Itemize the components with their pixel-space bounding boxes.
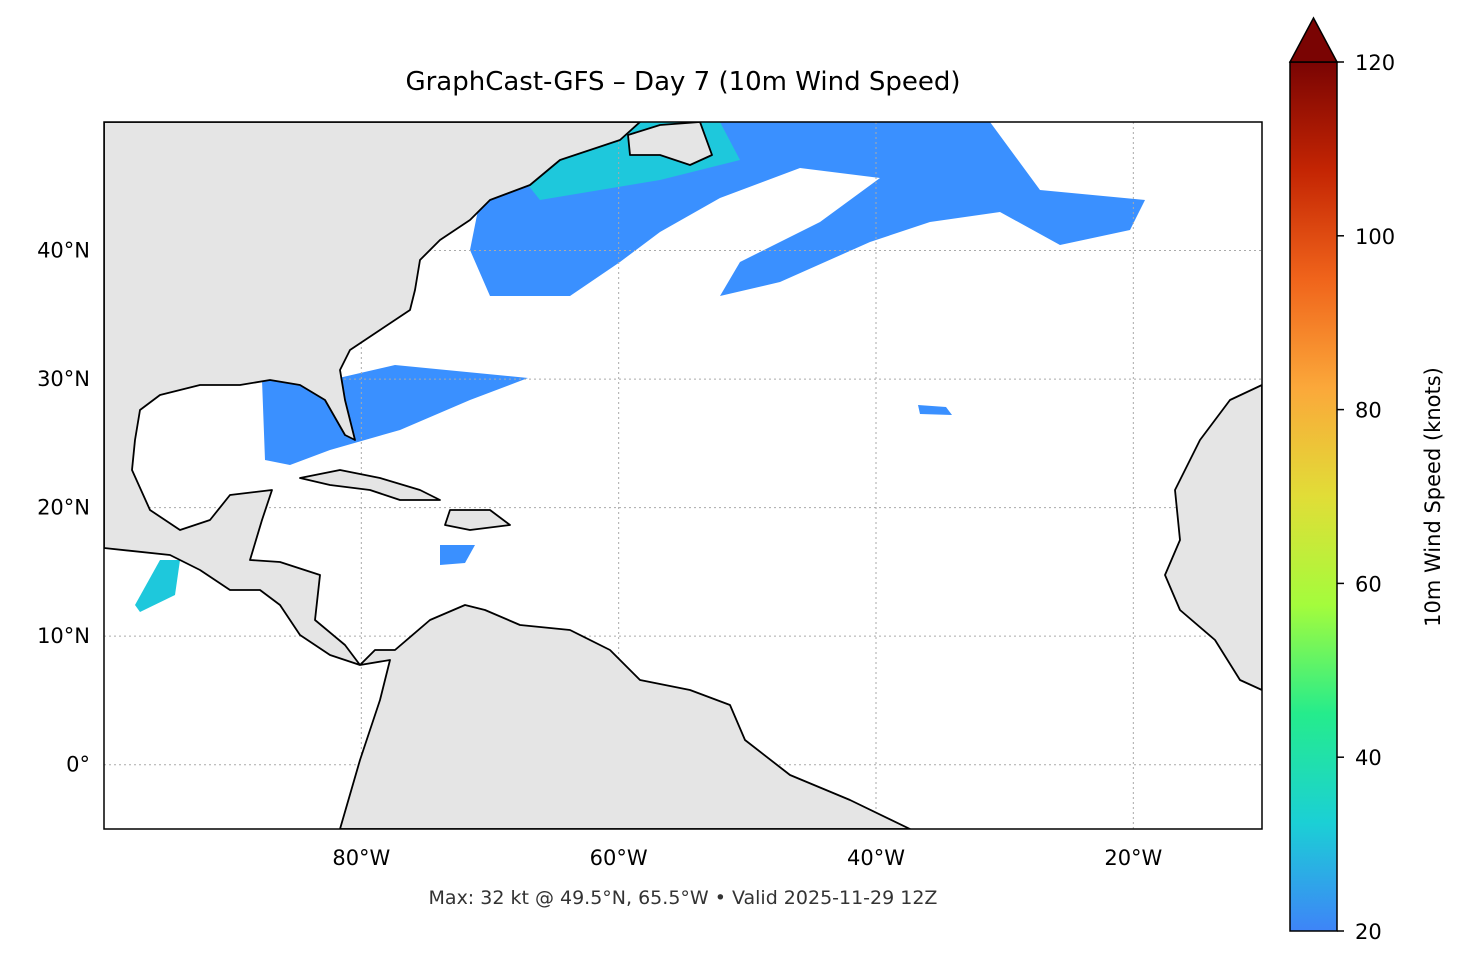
africa (1164, 384, 1262, 691)
colorbar-extend (1288, 16, 1339, 63)
colorbar-tick-label: 60 (1355, 572, 1382, 596)
americas (104, 122, 911, 829)
colorbar (1289, 61, 1338, 932)
colorbar-tick-label: 20 (1355, 920, 1382, 944)
wind-area (918, 405, 952, 415)
map-frame (103, 121, 1263, 830)
x-tick-label: 20°W (1104, 846, 1162, 870)
x-tick-label: 40°W (847, 846, 905, 870)
y-tick-label: 10°N (37, 624, 90, 648)
colorbar-tick-label: 120 (1355, 51, 1395, 75)
wind-area (135, 560, 180, 612)
cuba (299, 469, 441, 501)
colorbar-tick-label: 40 (1355, 746, 1382, 770)
newfoundland (627, 122, 713, 166)
land (104, 122, 1262, 829)
chart-title: GraphCast-GFS – Day 7 (10m Wind Speed) (405, 67, 960, 97)
footer: Max: 32 kt @ 49.5°N, 65.5°W • Valid 2025… (429, 887, 938, 909)
map-layer (104, 122, 1262, 829)
wind-area (440, 545, 475, 565)
y-tick-label: 30°N (37, 367, 90, 391)
colorbar-label: 10m Wind Speed (knots) (1421, 367, 1445, 627)
hispaniola (444, 509, 511, 531)
colorbar-tick-label: 80 (1355, 399, 1382, 423)
x-tick-label: 80°W (332, 846, 390, 870)
y-tick-label: 0° (66, 753, 90, 777)
colorbar-tick-label: 100 (1355, 225, 1395, 249)
grid (104, 122, 1262, 829)
y-tick-label: 40°N (37, 239, 90, 263)
y-tick-label: 20°N (37, 496, 90, 520)
x-tick-label: 60°W (590, 846, 648, 870)
